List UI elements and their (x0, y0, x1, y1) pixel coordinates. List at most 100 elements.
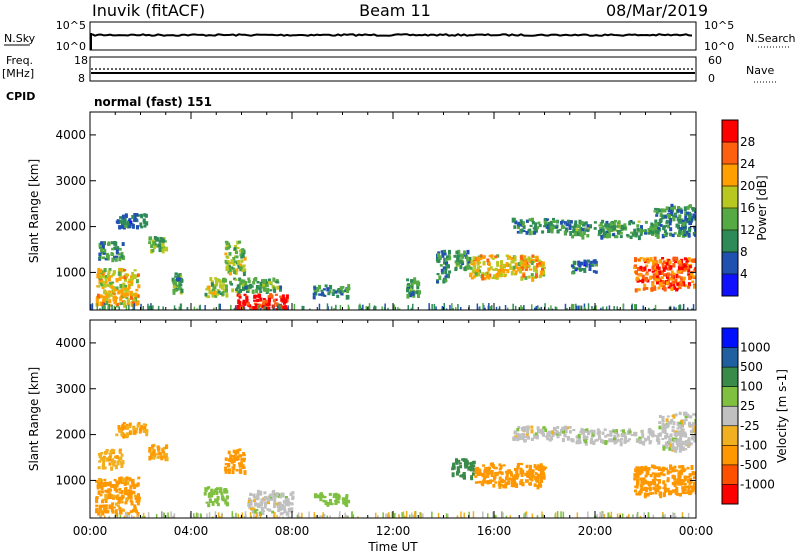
data-cell (535, 435, 539, 440)
data-cell (684, 214, 688, 217)
data-cell (530, 425, 534, 429)
data-cell (657, 466, 661, 471)
colorbar-swatch (722, 252, 738, 275)
data-cell (584, 260, 588, 265)
data-cell (601, 440, 605, 444)
colorbar-swatch (722, 186, 738, 209)
ground-scatter-cell (186, 307, 188, 310)
data-cell (491, 479, 495, 482)
data-cell (569, 231, 573, 236)
ground-scatter-cell (608, 512, 610, 518)
ground-scatter-cell (273, 307, 275, 310)
data-cell (279, 496, 283, 499)
data-cell (243, 293, 247, 297)
data-cell (232, 267, 236, 270)
data-cell (680, 482, 684, 485)
ground-scatter-cell (531, 304, 533, 310)
data-cell (260, 503, 263, 507)
colorbar-swatch (722, 445, 738, 466)
data-cell (676, 270, 680, 274)
ground-scatter-cell (681, 512, 684, 518)
data-cell (654, 267, 658, 270)
data-cell (132, 508, 136, 513)
data-cell (115, 455, 119, 459)
data-cell (104, 452, 108, 455)
data-cell (687, 475, 690, 479)
data-cell (510, 260, 514, 264)
data-cell (640, 225, 643, 230)
nave-top-tick: 60 (708, 54, 722, 67)
data-cell (693, 431, 696, 435)
data-cell (343, 497, 347, 502)
data-cell (554, 225, 558, 229)
data-cell (683, 284, 687, 288)
ground-scatter-cell (501, 511, 503, 518)
data-cell (598, 435, 601, 440)
data-cell (483, 469, 487, 474)
data-cell (636, 466, 640, 472)
data-cell (512, 478, 516, 481)
data-cell (671, 442, 675, 447)
data-cell (525, 432, 529, 436)
data-cell (584, 439, 588, 444)
data-cell (210, 488, 214, 494)
data-cell (99, 480, 103, 483)
data-cell (626, 439, 630, 443)
data-cell (472, 275, 476, 279)
data-cell (679, 424, 683, 430)
data-cell (691, 486, 694, 490)
data-cell (668, 470, 672, 474)
data-cell (662, 473, 666, 477)
data-cell (694, 269, 696, 273)
data-cell (653, 473, 657, 476)
data-cell (227, 458, 231, 462)
data-cell (151, 444, 154, 448)
data-cell (554, 220, 558, 223)
ground-scatter-cell (504, 305, 507, 310)
data-cell (119, 461, 123, 464)
freq-label: Freq. (6, 54, 33, 67)
ground-scatter-cell (602, 306, 604, 310)
data-patch-11 (435, 249, 452, 284)
data-cell (690, 485, 694, 489)
data-cell (656, 490, 660, 493)
data-cell (561, 438, 565, 443)
data-cell (637, 267, 640, 272)
data-cell (253, 509, 257, 514)
data-cell (513, 468, 517, 472)
ground-scatter-cell (144, 515, 146, 518)
data-patch-17 (633, 256, 696, 293)
data-cell (135, 483, 139, 488)
x-tick-label: 20:00 (578, 524, 613, 538)
data-cell (644, 260, 648, 264)
data-cell (580, 221, 584, 224)
ground-scatter-cell (116, 513, 119, 518)
data-cell (543, 467, 546, 471)
data-cell (676, 421, 680, 425)
data-cell (674, 212, 677, 215)
data-cell (665, 232, 669, 235)
ground-scatter-cell (338, 514, 341, 518)
data-cell (556, 229, 560, 234)
data-cell (653, 434, 657, 437)
data-cell (645, 273, 648, 276)
data-cell (446, 255, 449, 259)
data-cell (648, 230, 652, 235)
colorbar-tick-label: -25 (740, 419, 760, 433)
data-cell (670, 204, 674, 207)
data-cell (212, 290, 216, 296)
data-cell (565, 228, 569, 233)
data-cell (238, 300, 242, 306)
ground-scatter-cell (128, 304, 130, 310)
data-cell (683, 488, 687, 492)
data-cell (148, 455, 152, 461)
data-cell (625, 234, 629, 237)
data-cell (686, 466, 690, 470)
data-cell (461, 254, 465, 259)
data-cell (672, 263, 676, 268)
data-cell (284, 502, 288, 507)
data-cell (126, 292, 129, 297)
data-cell (566, 426, 570, 430)
data-cell (682, 420, 686, 425)
data-cell (654, 485, 658, 488)
